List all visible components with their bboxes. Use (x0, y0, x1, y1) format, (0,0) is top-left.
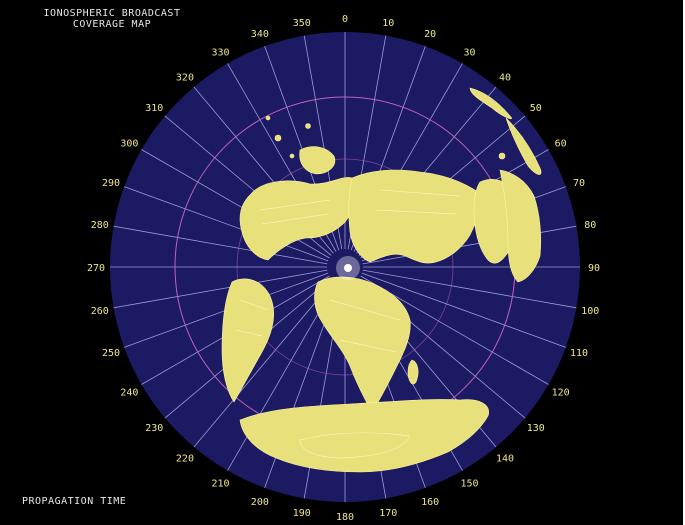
azimuth-label-0: 0 (342, 14, 348, 25)
azimuth-label-100: 100 (581, 306, 599, 317)
land-far-east (499, 169, 542, 283)
land-island-3 (289, 153, 295, 159)
spoke-290 (124, 186, 329, 262)
azimuth-label-270: 270 (87, 263, 105, 274)
azimuth-label-110: 110 (570, 348, 588, 359)
land-kamchatka (505, 117, 542, 175)
transmitter-site (336, 256, 360, 280)
azimuth-label-340: 340 (251, 29, 269, 40)
spoke-260 (113, 269, 328, 309)
azimuth-label-170: 170 (379, 508, 397, 519)
land-island-1 (274, 134, 282, 142)
map-title: IONOSPHERIC BROADCAST COVERAGE MAP (12, 8, 212, 30)
land-island-5 (265, 115, 271, 121)
azimuth-label-150: 150 (460, 479, 478, 490)
azimuth-label-310: 310 (145, 103, 163, 114)
azimuth-label-350: 350 (293, 18, 311, 29)
azimuth-label-300: 300 (120, 139, 138, 150)
azimuth-label-200: 200 (251, 497, 269, 508)
azimuth-label-320: 320 (176, 72, 194, 83)
inner-ring (236, 158, 454, 376)
azimuth-label-90: 90 (588, 263, 600, 274)
spoke-220 (193, 280, 334, 448)
land-masses (221, 87, 542, 473)
azimuth-label-130: 130 (527, 423, 545, 434)
transmitter-point (344, 264, 352, 272)
azimuth-label-120: 120 (552, 388, 570, 399)
azimuth-label-40: 40 (499, 72, 511, 83)
azimuth-label-140: 140 (496, 454, 514, 465)
azimuth-label-210: 210 (211, 479, 229, 490)
azimuth-label-260: 260 (91, 306, 109, 317)
azimuth-label-190: 190 (293, 508, 311, 519)
azimuth-label-220: 220 (176, 454, 194, 465)
title-line-1: IONOSPHERIC BROADCAST (43, 8, 181, 19)
coast-detail-1 (259, 189, 461, 225)
azimuth-label-20: 20 (424, 29, 436, 40)
coast-detail-3 (299, 432, 411, 459)
land-madagascar (407, 359, 419, 385)
azimuth-label-240: 240 (120, 388, 138, 399)
azimuth-label-230: 230 (145, 423, 163, 434)
land-eurasia (348, 169, 481, 264)
azimuth-labels: 0 10 20 30 40 50 60 70 80 90 100 110 120 130 140 150 160… (87, 14, 600, 523)
land-island-2 (305, 123, 311, 129)
footer-label: PROPAGATION TIME (22, 496, 127, 507)
azimuth-label-290: 290 (102, 178, 120, 189)
land-alaska-arc (469, 87, 512, 120)
azimuth-label-250: 250 (102, 348, 120, 359)
title-line-2: COVERAGE MAP (72, 19, 152, 30)
azimuth-label-60: 60 (555, 139, 567, 150)
azimuth-label-160: 160 (421, 497, 439, 508)
azimuth-label-30: 30 (463, 47, 475, 58)
azimuth-label-330: 330 (211, 47, 229, 58)
land-island-4 (498, 152, 506, 160)
land-antarctica (239, 399, 489, 473)
spoke-100 (362, 269, 577, 309)
azimuth-label-70: 70 (573, 178, 585, 189)
land-south-america (221, 278, 274, 403)
azimuth-label-80: 80 (584, 220, 596, 231)
azimuth-label-50: 50 (530, 103, 542, 114)
spoke-280 (113, 225, 328, 265)
azimuth-label-280: 280 (91, 220, 109, 231)
land-greenland (299, 146, 336, 175)
spoke-110 (361, 272, 566, 348)
coastline-details (235, 189, 461, 459)
azimuth-label-10: 10 (382, 18, 394, 29)
azimuth-label-180: 180 (336, 512, 354, 523)
coast-detail-2 (235, 299, 401, 353)
